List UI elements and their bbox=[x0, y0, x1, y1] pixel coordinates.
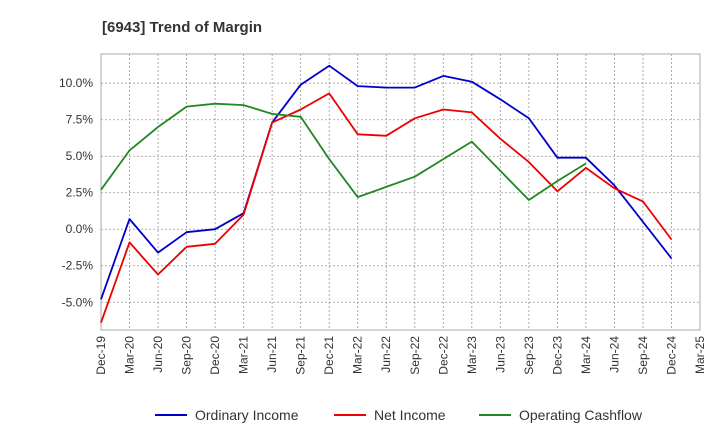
x-tick-label: Mar-25 bbox=[693, 336, 707, 374]
x-tick-label: Sep-21 bbox=[294, 336, 308, 375]
x-tick-label: Dec-22 bbox=[436, 336, 450, 375]
legend-label: Operating Cashflow bbox=[519, 407, 643, 423]
grid-lines bbox=[101, 54, 700, 330]
y-tick-label: 5.0% bbox=[66, 149, 94, 163]
y-tick-label: 7.5% bbox=[66, 113, 94, 127]
y-tick-label: -5.0% bbox=[62, 295, 94, 309]
x-tick-label: Dec-19 bbox=[94, 336, 108, 375]
plot-frame bbox=[100, 53, 701, 331]
x-tick-label: Dec-21 bbox=[322, 336, 336, 375]
x-tick-label: Mar-24 bbox=[579, 336, 593, 374]
x-tick-label: Mar-23 bbox=[465, 336, 479, 374]
y-tick-label: 10.0% bbox=[59, 76, 93, 90]
x-tick-label: Dec-23 bbox=[550, 336, 564, 375]
x-tick-label: Jun-22 bbox=[379, 336, 393, 373]
x-tick-label: Mar-21 bbox=[237, 336, 251, 374]
x-tick-label: Dec-20 bbox=[208, 336, 222, 375]
x-tick-label: Sep-22 bbox=[408, 336, 422, 375]
x-tick-label: Mar-20 bbox=[123, 336, 137, 374]
x-tick-label: Jun-20 bbox=[151, 336, 165, 373]
x-tick-label: Sep-23 bbox=[522, 336, 536, 375]
axes: Dec-19 Mar-20 Jun-20 Sep-20 Dec-20 Mar-21 Jun-… bbox=[59, 53, 707, 375]
x-tick-label: Mar-22 bbox=[351, 336, 365, 374]
x-tick-label: Dec-24 bbox=[664, 336, 678, 375]
x-tick-label: Jun-23 bbox=[493, 336, 507, 373]
x-tick-label: Jun-24 bbox=[607, 336, 621, 373]
x-tick-label: Jun-21 bbox=[265, 336, 279, 373]
legend: Ordinary Income Net Income Operating Cashf… bbox=[155, 407, 643, 423]
series-lines bbox=[100, 64, 673, 324]
chart-title: [6943] Trend of Margin bbox=[102, 19, 262, 36]
y-tick-label: -2.5% bbox=[62, 259, 94, 273]
legend-label: Ordinary Income bbox=[195, 407, 299, 423]
series-line-net-income bbox=[100, 92, 673, 324]
y-tick-label: 2.5% bbox=[66, 186, 94, 200]
x-tick-label: Sep-24 bbox=[636, 336, 650, 375]
y-tick-label: 0.0% bbox=[66, 222, 94, 236]
x-tick-label: Sep-20 bbox=[180, 336, 194, 375]
series-line-operating-cashflow bbox=[100, 102, 587, 201]
series-line-ordinary-income bbox=[100, 64, 673, 300]
legend-label: Net Income bbox=[374, 407, 446, 423]
